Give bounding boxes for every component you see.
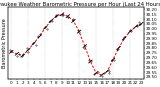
Y-axis label: Barometric Pressure: Barometric Pressure <box>2 18 7 68</box>
Title: Milwaukee Weather Barometric Pressure per Hour (Last 24 Hours): Milwaukee Weather Barometric Pressure pe… <box>0 2 160 7</box>
